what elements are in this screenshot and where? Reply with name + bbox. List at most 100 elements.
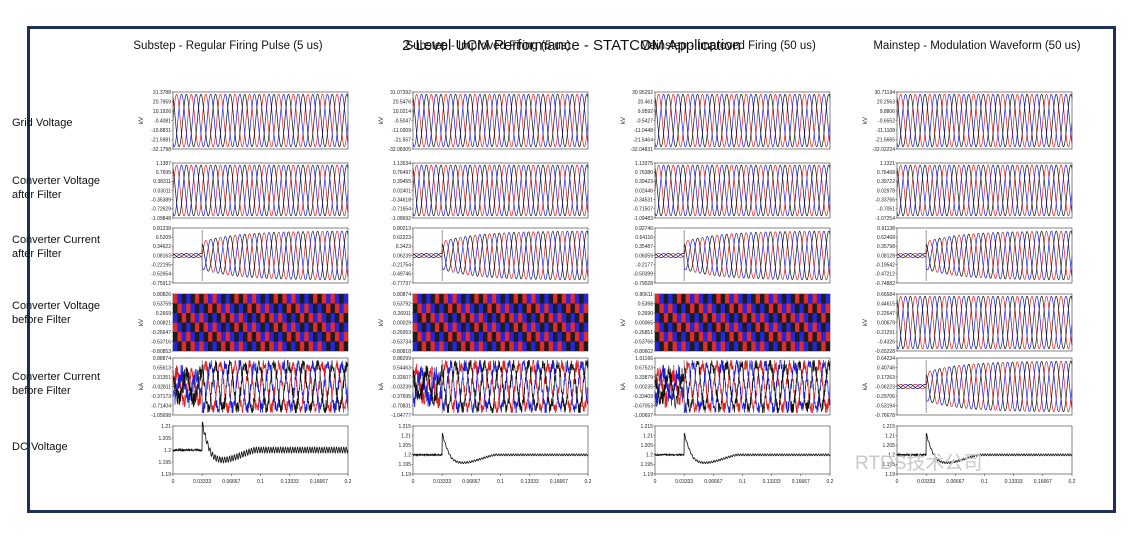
pwm-segment	[308, 341, 314, 351]
pwm-segment	[181, 303, 187, 314]
pwm-segment	[522, 294, 528, 304]
y-tick-label: -11.1108	[876, 128, 895, 134]
pwm-segment	[768, 341, 774, 351]
pwm-segment	[317, 294, 323, 304]
pwm-segment	[417, 303, 423, 314]
pwm-segment	[504, 303, 510, 314]
y-tick-label: -21.5665	[875, 137, 895, 143]
pwm-segment	[733, 341, 739, 351]
pwm-segment	[234, 332, 239, 342]
y-tick-label: 9.9592	[638, 109, 654, 115]
pwm-segment	[264, 341, 270, 351]
pwm-segment	[539, 303, 545, 314]
x-tick-label: 0.1	[497, 479, 504, 485]
pwm-segment	[334, 322, 340, 333]
y-tick-label: 10.1926	[153, 109, 171, 115]
pwm-segment	[177, 322, 183, 333]
pwm-segment	[531, 294, 536, 304]
pwm-segment	[513, 341, 519, 351]
pwm-segment	[465, 313, 471, 323]
pwm-segment	[655, 322, 660, 333]
y-tick-label: -0.52654	[151, 272, 171, 278]
pwm-segment	[825, 341, 830, 351]
pwm-segment	[469, 322, 475, 333]
pwm-segment	[334, 313, 340, 323]
x-tick-label: 0.2	[345, 479, 352, 485]
y-tick-label: 0.80213	[393, 226, 411, 232]
pwm-segment	[317, 313, 323, 323]
y-tick-label: -1.04777	[391, 413, 411, 419]
y-tick-label: 1.195	[398, 462, 411, 468]
pwm-segment	[413, 341, 418, 351]
pwm-segment	[777, 313, 783, 323]
pwm-segment	[694, 313, 700, 323]
pwm-segment	[496, 341, 501, 351]
pwm-segment	[825, 322, 830, 333]
column-title-4: Mainstep - Modulation Waveform (50 us)	[873, 40, 1081, 52]
pwm-segment	[781, 341, 787, 351]
pwm-segment	[777, 294, 783, 304]
pwm-segment	[583, 313, 588, 323]
pwm-segment	[786, 322, 791, 333]
row-label-converter-current-before: Converter Current before Filter	[12, 371, 101, 397]
pwm-segment	[812, 322, 818, 333]
pwm-segment	[234, 322, 239, 333]
y-tick-label: 1.19	[401, 472, 411, 478]
y-tick-label: -32.08305	[388, 147, 411, 153]
pwm-segment	[768, 332, 774, 342]
pwm-segment	[339, 303, 344, 314]
pwm-segment	[768, 303, 774, 314]
pwm-segment	[655, 341, 660, 351]
series-phase-a	[896, 164, 1073, 217]
pwm-segment	[295, 332, 301, 342]
y-tick-label: -1.09483	[633, 216, 653, 222]
pwm-segment	[509, 294, 514, 304]
pwm-segment	[234, 313, 239, 323]
pwm-segment	[474, 313, 479, 323]
pwm-segment	[194, 313, 200, 323]
y-tick-label: 0.32607	[393, 375, 411, 381]
pwm-segment	[518, 303, 523, 314]
y-tick-label: 0.80826	[153, 292, 171, 298]
pwm-segment	[681, 313, 686, 323]
x-tick-label: 0.06667	[462, 479, 480, 485]
y-tick-label: -0.79028	[633, 281, 653, 287]
y-tick-label: 0.17263	[877, 375, 895, 381]
pwm-segment	[799, 322, 805, 333]
pwm-segment	[313, 332, 318, 342]
pwm-segment	[803, 303, 809, 314]
pwm-segment	[251, 322, 257, 333]
pwm-segment	[513, 332, 519, 342]
pwm-segment	[496, 332, 501, 342]
pwm-segment	[326, 313, 331, 323]
pwm-segment	[574, 341, 580, 351]
y-tick-label: 20.2563	[877, 99, 895, 105]
pwm-segment	[535, 294, 541, 304]
pwm-segment	[720, 341, 726, 351]
pwm-segment	[808, 313, 813, 323]
series-phase-a	[172, 93, 349, 148]
pwm-segment	[452, 313, 458, 323]
pwm-segment	[456, 332, 462, 342]
pwm-segment	[711, 341, 717, 351]
pwm-segment	[531, 332, 536, 342]
pwm-segment	[733, 303, 739, 314]
pwm-segment	[251, 303, 257, 314]
pwm-segment	[738, 303, 743, 314]
pwm-segment	[173, 322, 178, 333]
panel-r0-c2: 30.95292 20.461 9.9592 -0.5427 -11.0448 -21.5…	[621, 90, 831, 153]
pwm-segment	[264, 332, 270, 342]
series-dc-voltage	[654, 432, 831, 465]
series-dc-voltage	[412, 432, 589, 465]
pwm-segment	[321, 294, 327, 304]
pwm-segment	[212, 341, 218, 351]
pwm-segment	[716, 332, 721, 342]
panel-r2-c0: 0.81238 0.5209 0.34622 0.08163 -0.22195 -0.52…	[151, 226, 349, 287]
pwm-segment	[764, 294, 770, 304]
x-tick-label: 0.1	[739, 479, 746, 485]
pwm-segment	[570, 341, 576, 351]
y-tick-label: 20.7959	[153, 99, 171, 105]
y-tick-label: -0.33766	[875, 197, 895, 203]
pwm-segment	[225, 322, 231, 333]
series-dc-voltage	[896, 432, 1073, 465]
